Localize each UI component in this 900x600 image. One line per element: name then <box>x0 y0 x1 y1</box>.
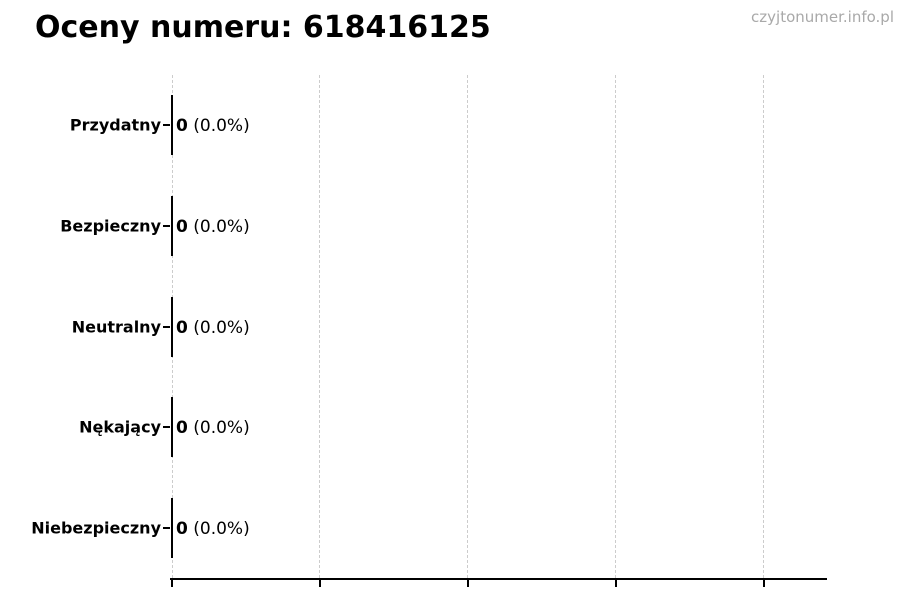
value-count: 0 <box>176 418 188 439</box>
x-axis-tick <box>318 580 321 587</box>
y-axis-tick <box>163 526 170 529</box>
zero-width-bar <box>171 397 173 458</box>
zero-width-bar <box>171 497 173 558</box>
value-percent: (0.0%) <box>187 216 250 237</box>
x-axis-tick <box>466 580 469 587</box>
value-annotation: 0 (0.0%) <box>176 116 250 136</box>
category-label: Przydatny <box>69 115 161 135</box>
value-count: 0 <box>176 216 188 237</box>
value-count: 0 <box>176 317 188 338</box>
category-label: Bezpieczny <box>60 216 161 236</box>
value-annotation: 0 (0.0%) <box>176 418 250 438</box>
x-axis-line <box>170 578 827 580</box>
plot-area: Przydatny 0 (0.0%) Bezpieczny 0 (0.0%) N… <box>31 75 827 587</box>
category-label: Nękający <box>79 417 161 437</box>
value-percent: (0.0%) <box>187 518 250 539</box>
category-label: Neutralny <box>71 317 161 336</box>
zero-width-bar <box>171 95 173 156</box>
y-axis-tick <box>163 224 170 227</box>
chart-title: Oceny numeru: 618416125 <box>35 10 491 45</box>
watermark-text: czyjtonumer.info.pl <box>751 8 894 26</box>
x-axis-tick <box>171 580 173 587</box>
gridline <box>467 75 469 578</box>
y-axis-tick <box>163 426 170 429</box>
gridline <box>615 75 617 578</box>
zero-width-bar <box>171 296 173 357</box>
value-count: 0 <box>176 116 188 137</box>
gridline <box>319 75 321 578</box>
value-percent: (0.0%) <box>187 116 250 137</box>
y-axis-tick <box>163 124 170 127</box>
value-annotation: 0 (0.0%) <box>176 217 250 237</box>
value-annotation: 0 (0.0%) <box>176 318 250 338</box>
x-axis-tick <box>614 580 617 587</box>
value-count: 0 <box>176 518 188 539</box>
value-percent: (0.0%) <box>187 317 250 338</box>
category-label: Niebezpieczny <box>31 518 161 538</box>
value-percent: (0.0%) <box>187 418 250 439</box>
zero-width-bar <box>171 195 173 256</box>
gridline <box>763 75 764 578</box>
x-axis-tick <box>762 580 765 587</box>
y-axis-tick <box>163 325 170 328</box>
value-annotation: 0 (0.0%) <box>176 519 250 539</box>
